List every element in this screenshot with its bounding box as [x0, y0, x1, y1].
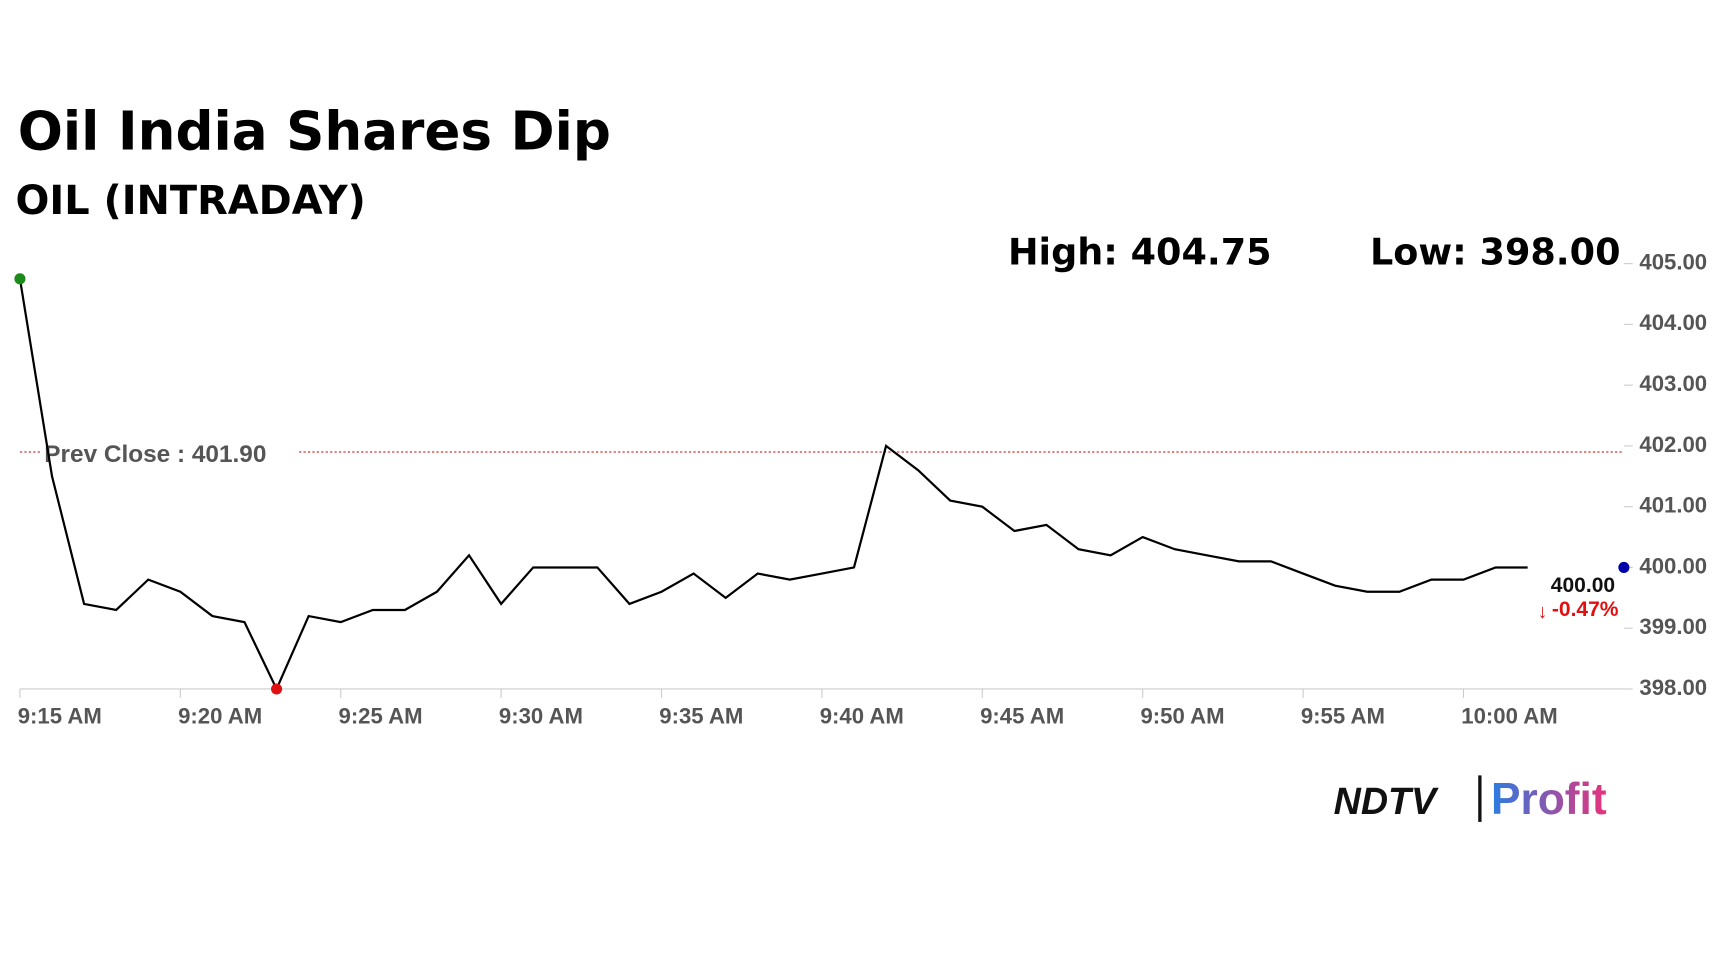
- high-label: High: 404.75: [1008, 231, 1272, 274]
- low-marker: [271, 683, 283, 695]
- x-tick-label: 9:45 AM: [980, 704, 1064, 729]
- y-tick-label: 400.00: [1639, 553, 1707, 578]
- low-label: Low: 398.00: [1370, 231, 1621, 274]
- x-tick-label: 9:30 AM: [499, 704, 583, 729]
- y-tick-label: 403.00: [1639, 371, 1707, 396]
- end-marker: [1618, 561, 1630, 573]
- x-tick-label: 9:40 AM: [820, 704, 904, 729]
- logo-ndtv: NDTV: [1334, 780, 1439, 822]
- prev-close-label: Prev Close : 401.90: [44, 441, 266, 468]
- x-tick-label: 9:20 AM: [178, 704, 262, 729]
- change-label: -0.47%: [1552, 598, 1619, 621]
- x-tick-label: 10:00 AM: [1461, 704, 1557, 729]
- y-tick-label: 402.00: [1639, 432, 1707, 457]
- x-tick-label: 9:25 AM: [339, 704, 423, 729]
- logo: NDTV Profit: [1334, 775, 1607, 824]
- y-tick-label: 405.00: [1639, 249, 1707, 274]
- chart-title: Oil India Shares Dip: [18, 101, 611, 163]
- x-tick-label: 9:55 AM: [1301, 704, 1385, 729]
- price-line: [18, 278, 1528, 692]
- x-tick-label: 9:15 AM: [18, 704, 102, 729]
- x-tick-label: 9:50 AM: [1140, 704, 1224, 729]
- logo-profit: Profit: [1491, 775, 1607, 824]
- start-marker: [14, 273, 26, 285]
- y-tick-label: 404.00: [1639, 310, 1707, 335]
- x-tick-label: 9:35 AM: [659, 704, 743, 729]
- y-tick-label: 399.00: [1639, 614, 1707, 639]
- down-arrow: ↓: [1537, 601, 1547, 623]
- y-tick-label: 401.00: [1639, 493, 1707, 518]
- last-value-label: 400.00: [1551, 574, 1615, 597]
- chart-subtitle: OIL (INTRADAY): [16, 178, 366, 224]
- y-tick-label: 398.00: [1639, 675, 1707, 700]
